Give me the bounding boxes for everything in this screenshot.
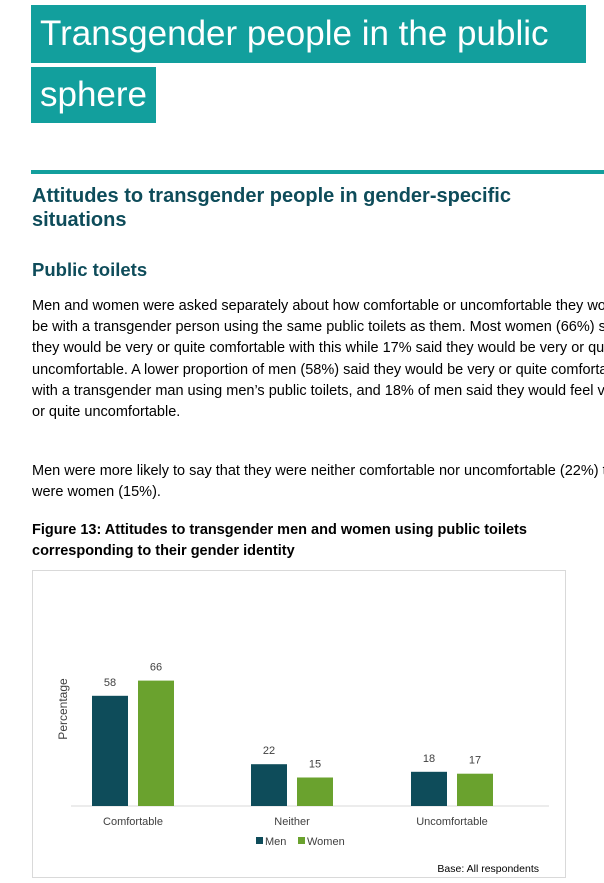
bar-women-neither — [297, 777, 333, 806]
bar-men-comfortable — [92, 695, 128, 806]
bar-women-uncomfortable — [457, 773, 493, 806]
data-label-women-neither: 15 — [309, 759, 321, 771]
page-title-line-2: sphere — [31, 67, 157, 123]
legend-swatch-women — [298, 837, 305, 844]
data-label-men-uncomfortable: 18 — [423, 753, 435, 765]
data-label-men-comfortable: 58 — [104, 677, 116, 689]
bar-chart: Percentage 58 66 Comfortable 22 15 Neither 18 1… — [56, 662, 549, 875]
paragraph-2: Men were more likely to say that they we… — [32, 463, 604, 501]
page-title-line-1: Transgender people in the public — [31, 5, 586, 63]
subheading: Public toilets — [32, 259, 148, 280]
data-label-women-comfortable: 66 — [150, 662, 162, 674]
bar-men-neither — [251, 764, 287, 806]
legend-swatch-men — [256, 837, 263, 844]
x-tick-label-comfortable: Comfortable — [103, 816, 163, 828]
paragraph-1: Men and women were asked separately abou… — [32, 298, 604, 421]
base-note: Base: All respondents — [437, 863, 539, 875]
x-tick-label-neither: Neither — [274, 816, 310, 828]
legend-label-men: Men — [265, 836, 286, 848]
y-axis-label: Percentage — [56, 678, 70, 740]
x-tick-label-uncomfortable: Uncomfortable — [416, 816, 488, 828]
bar-men-uncomfortable — [411, 771, 447, 806]
data-label-men-neither: 22 — [263, 745, 275, 757]
data-label-women-uncomfortable: 17 — [469, 755, 481, 767]
chart-container: Percentage 58 66 Comfortable 22 15 Neither 18 1… — [32, 570, 566, 878]
section-divider — [31, 170, 604, 174]
figure-caption: Figure 13: Attitudes to transgender men … — [32, 522, 527, 559]
legend-label-women: Women — [307, 836, 345, 848]
section-heading: Attitudes to transgender people in gende… — [32, 185, 511, 231]
bar-women-comfortable — [138, 680, 174, 806]
